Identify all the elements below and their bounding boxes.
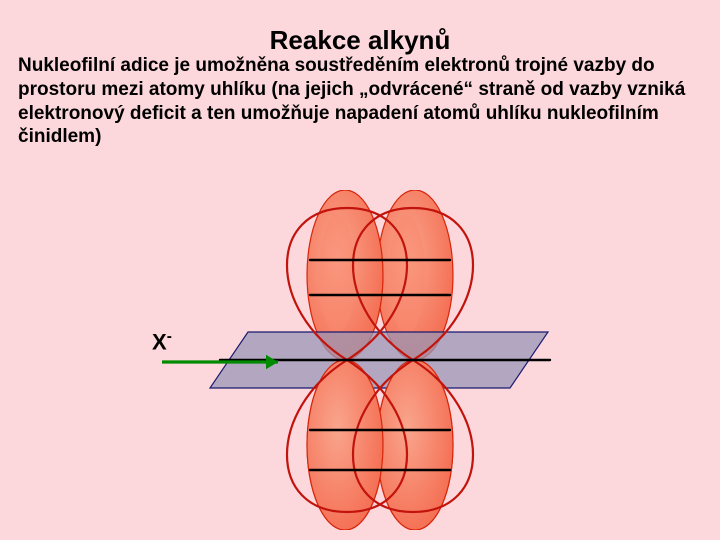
description-paragraph: Nukleofilní adice je umožněna soustředěn… (18, 54, 708, 149)
orbital-svg (150, 190, 600, 530)
page-title: Reakce alkynů (0, 25, 720, 56)
orbital-diagram (150, 190, 600, 530)
slide: Reakce alkynů Nukleofilní adice je umožn… (0, 0, 720, 540)
nucleophile-symbol: X (152, 329, 167, 354)
nucleophile-charge: - (167, 328, 172, 345)
nucleophile-label: X- (152, 328, 172, 355)
